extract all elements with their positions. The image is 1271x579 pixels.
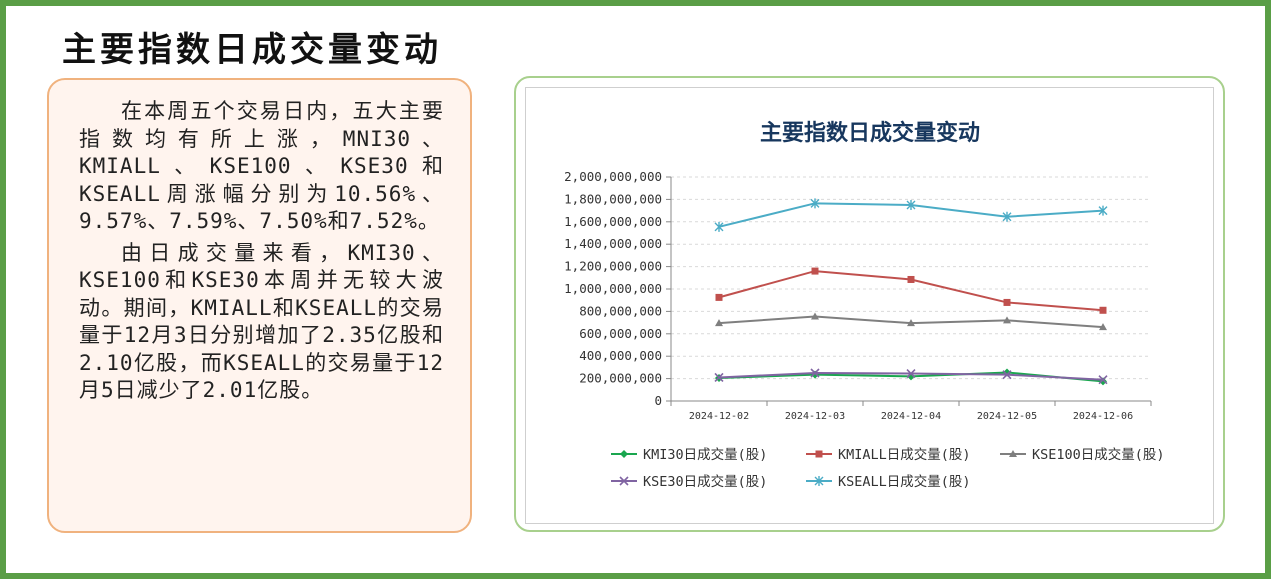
data-point [714,372,724,383]
legend-label: KSEALL日成交量(股) [838,473,971,490]
y-tick-label: 600,000,000 [579,326,662,341]
y-tick-label: 400,000,000 [579,348,662,363]
data-point [1003,298,1011,306]
summary-paragraph-2: 由日成交量来看，KMI30、KSE100和KSE30本周并无较大波动。期间，KM… [79,240,444,403]
chart-title: 主要指数日成交量变动 [760,120,980,146]
x-tick-label: 2024-12-04 [881,411,941,422]
y-tick-label: 1,000,000,000 [564,281,662,296]
data-point [1099,323,1107,331]
data-point [1003,316,1011,324]
y-tick-label: 2,000,000,000 [564,169,662,184]
data-point [811,312,819,320]
y-tick-label: 0 [654,393,662,408]
chart-card: 主要指数日成交量变动 0 200,000,000 400,000,000 600,000… [514,76,1225,532]
page-title: 主要指数日成交量变动 [62,30,442,70]
data-point [620,450,628,458]
data-point [907,275,915,283]
y-tick-label: 200,000,000 [579,371,662,386]
legend-label: KMIALL日成交量(股) [838,446,971,463]
data-point [1098,375,1108,385]
x-tick-label: 2024-12-02 [689,411,749,422]
data-point [1009,450,1017,457]
data-point [814,476,824,486]
data-point [810,198,820,209]
legend-label: KSE100日成交量(股) [1032,446,1165,463]
data-point [715,293,723,301]
y-tick-label: 1,800,000,000 [564,191,662,206]
y-tick-label: 1,400,000,000 [564,236,662,251]
data-point [714,221,724,232]
chart-area: 主要指数日成交量变动 0 200,000,000 400,000,000 600,000… [525,87,1214,524]
legend-label: KMI30日成交量(股) [643,446,767,463]
data-point [906,200,916,210]
data-point [906,368,916,379]
y-tick-label: 1,200,000,000 [564,259,662,274]
x-tick-label: 2024-12-05 [977,411,1037,422]
data-point [907,319,915,327]
data-point [811,267,819,275]
legend-label: KSE30日成交量(股) [643,473,767,490]
data-point [619,476,629,486]
summary-text-card: 在本周五个交易日内，五大主要指数均有所上涨，MNI30、KMIALL、KSE10… [47,78,472,533]
summary-paragraph-1: 在本周五个交易日内，五大主要指数均有所上涨，MNI30、KMIALL、KSE10… [79,99,444,233]
data-point [810,368,820,378]
x-tick-label: 2024-12-06 [1073,411,1133,422]
line-chart: 主要指数日成交量变动 0 200,000,000 400,000,000 600,000… [564,120,1165,490]
data-point [1098,205,1108,216]
x-tick-label: 2024-12-03 [785,411,845,422]
data-point [1099,306,1107,314]
data-point [715,319,723,327]
data-point [1002,211,1012,222]
y-tick-label: 1,600,000,000 [564,214,662,229]
y-tick-label: 800,000,000 [579,303,662,318]
data-point [1002,370,1012,380]
data-point [815,450,823,458]
